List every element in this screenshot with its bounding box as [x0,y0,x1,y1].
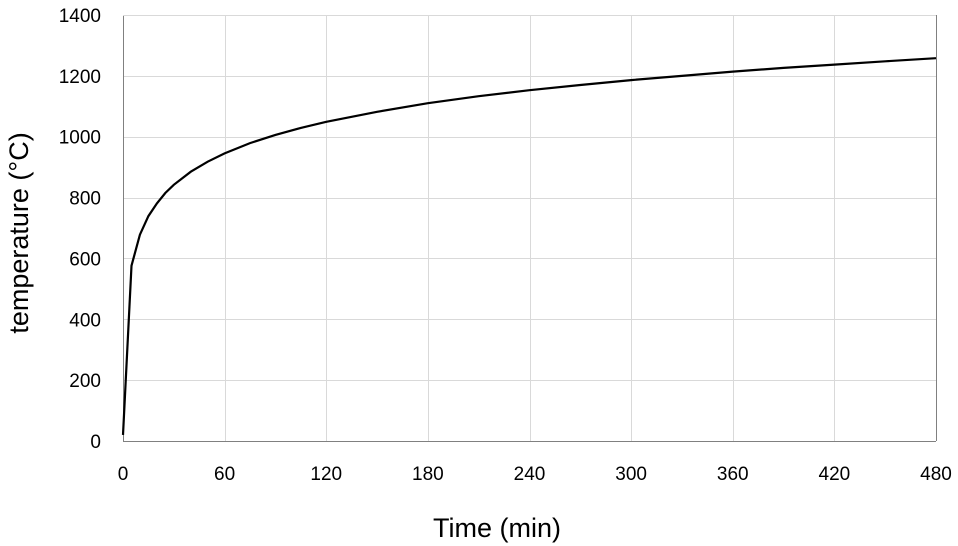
tick-labels: 0 200 400 600 800 1000 1200 1400 0 60 120 180 240 300… [59,6,952,485]
x-tick-label: 180 [412,464,444,485]
x-tick-label: 60 [214,464,235,485]
y-tick-label: 1000 [59,128,101,149]
y-tick-label: 0 [90,432,101,453]
x-tick-label: 480 [920,464,952,485]
y-tick-label: 1200 [59,67,101,88]
series-line [121,57,937,435]
gridlines [123,15,936,441]
axes [123,15,937,442]
x-tick-label: 240 [514,464,546,485]
y-tick-label: 600 [69,249,101,270]
y-tick-label: 800 [69,189,101,210]
y-tick-label: 400 [69,310,101,331]
x-axis-title: Time (min) [433,513,561,543]
x-tick-label: 360 [717,464,749,485]
x-tick-label: 120 [310,464,342,485]
series [121,57,937,435]
y-axis-title: temperature (°C) [4,132,34,333]
x-tick-label: 420 [819,464,851,485]
x-tick-label: 300 [615,464,647,485]
y-tick-label: 200 [69,371,101,392]
x-tick-label: 0 [118,464,129,485]
y-tick-label: 1400 [59,6,101,27]
